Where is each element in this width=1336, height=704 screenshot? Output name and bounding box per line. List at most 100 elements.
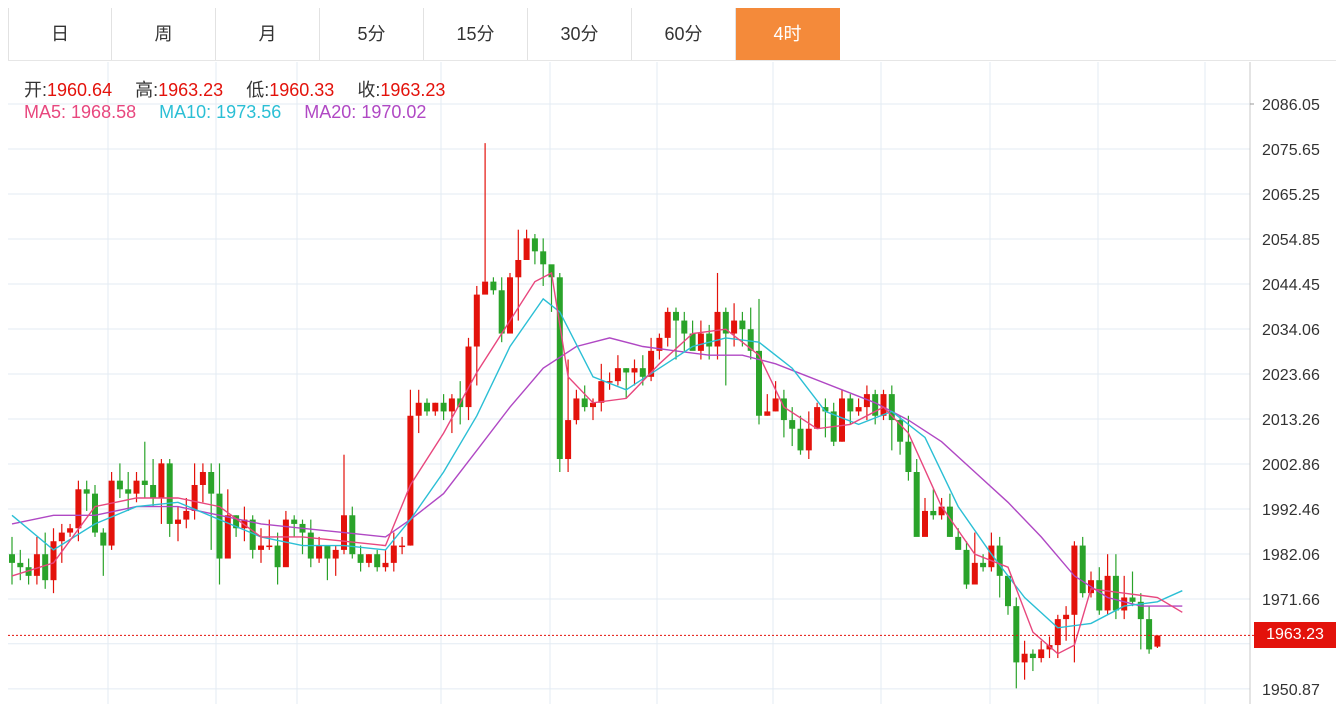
candle-body [756, 350, 762, 416]
candle-body [42, 554, 49, 581]
candle-body [789, 420, 796, 429]
candle-body [1121, 597, 1128, 611]
y-tick-label: 2065.25 [1262, 187, 1320, 204]
candle-body [1146, 619, 1153, 650]
candle-body [50, 541, 57, 581]
ma10-readout: MA10: 1973.56 [159, 102, 281, 122]
candle-body [930, 510, 937, 516]
candle-body [897, 420, 904, 442]
candle-body [58, 532, 65, 542]
candle-body [1013, 606, 1020, 663]
candle-body [482, 281, 489, 295]
ma5-line [11, 271, 1183, 655]
candle-body [913, 472, 920, 537]
candle-body [805, 428, 812, 451]
candle-body [814, 407, 821, 429]
candle-body [623, 368, 630, 373]
candle-body [424, 402, 430, 412]
candle-body [731, 320, 738, 334]
candle-body [1021, 653, 1028, 663]
candle-body [1112, 575, 1119, 611]
y-tick-label: 2044.45 [1262, 277, 1320, 294]
candle-body [980, 562, 987, 568]
candle-body [216, 493, 223, 559]
candle-body [415, 402, 422, 416]
candle-body [839, 398, 845, 442]
candle-body [996, 545, 1003, 576]
candle-body [490, 281, 497, 291]
candle-body [1154, 635, 1161, 647]
candle-body [399, 545, 406, 548]
candle-body [382, 562, 389, 568]
candle-body [797, 428, 804, 451]
candle-body [872, 394, 879, 416]
candle-body [33, 554, 40, 576]
open-value: 1960.64 [47, 80, 113, 100]
high-value: 1963.23 [158, 80, 224, 100]
candle-body [133, 480, 140, 494]
candle-body [507, 277, 513, 334]
candle-body [1029, 653, 1036, 659]
candle-body [191, 484, 198, 511]
candle-body [531, 238, 538, 252]
ma20-label: MA20: [304, 102, 357, 122]
candle-body [407, 415, 414, 546]
candle-body [75, 489, 82, 529]
y-tick-label: 2075.65 [1262, 142, 1320, 159]
candle-body [515, 259, 522, 278]
y-tick-label: 2086.05 [1262, 97, 1320, 114]
candle-body [639, 368, 646, 377]
candle-body [498, 290, 505, 334]
candle-body [1063, 614, 1070, 620]
ma20-line [11, 337, 1183, 607]
tab-month[interactable]: 月 [216, 8, 320, 60]
ma5-label: MA5: [24, 102, 67, 122]
candle-body [465, 346, 472, 408]
candle-body [523, 238, 530, 260]
ma5-value: 1968.58 [71, 102, 137, 122]
candle-body [648, 350, 655, 377]
candle-body [1054, 619, 1061, 646]
candle-body [365, 554, 372, 563]
y-tick-label: 2054.85 [1262, 232, 1320, 249]
ma-readout: MA5: 1968.58 MA10: 1973.56 MA20: 1970.02 [24, 102, 444, 123]
close-value: 1963.23 [380, 80, 446, 100]
candle-body [548, 264, 555, 278]
candle-body [83, 489, 90, 494]
candle-body [100, 532, 107, 546]
candle-body [963, 549, 970, 585]
ma20-readout: MA20: 1970.02 [304, 102, 426, 122]
candle-body [722, 311, 729, 334]
candle-body [9, 554, 15, 563]
tab-5min[interactable]: 5分 [320, 8, 424, 60]
tab-60min[interactable]: 60分 [632, 8, 736, 60]
ma10-label: MA10: [159, 102, 212, 122]
candle-body [988, 545, 995, 568]
low-label: 低: [246, 80, 270, 100]
candle-body [233, 515, 240, 529]
candle-body [581, 398, 588, 408]
candle-body [258, 545, 264, 550]
tab-4hour[interactable]: 4时 [736, 8, 840, 60]
candle-body [208, 472, 215, 494]
tab-week[interactable]: 周 [112, 8, 216, 60]
tab-30min[interactable]: 30分 [528, 8, 632, 60]
candle-body [855, 407, 862, 412]
tab-day[interactable]: 日 [8, 8, 112, 60]
candle-body [664, 311, 671, 338]
candle-body [67, 528, 74, 533]
candle-body [1071, 545, 1078, 615]
y-tick-label: 2034.06 [1262, 322, 1320, 339]
high-label: 高: [135, 80, 159, 100]
candle-body [747, 329, 754, 351]
ma10-value: 1973.56 [216, 102, 282, 122]
candle-body [955, 536, 962, 550]
candle-body [606, 381, 613, 383]
candle-body [673, 311, 679, 321]
candle-body [822, 407, 829, 412]
tab-15min[interactable]: 15分 [424, 8, 528, 60]
candle-body [971, 562, 978, 585]
candle-body [92, 493, 98, 533]
candle-body [374, 554, 381, 568]
